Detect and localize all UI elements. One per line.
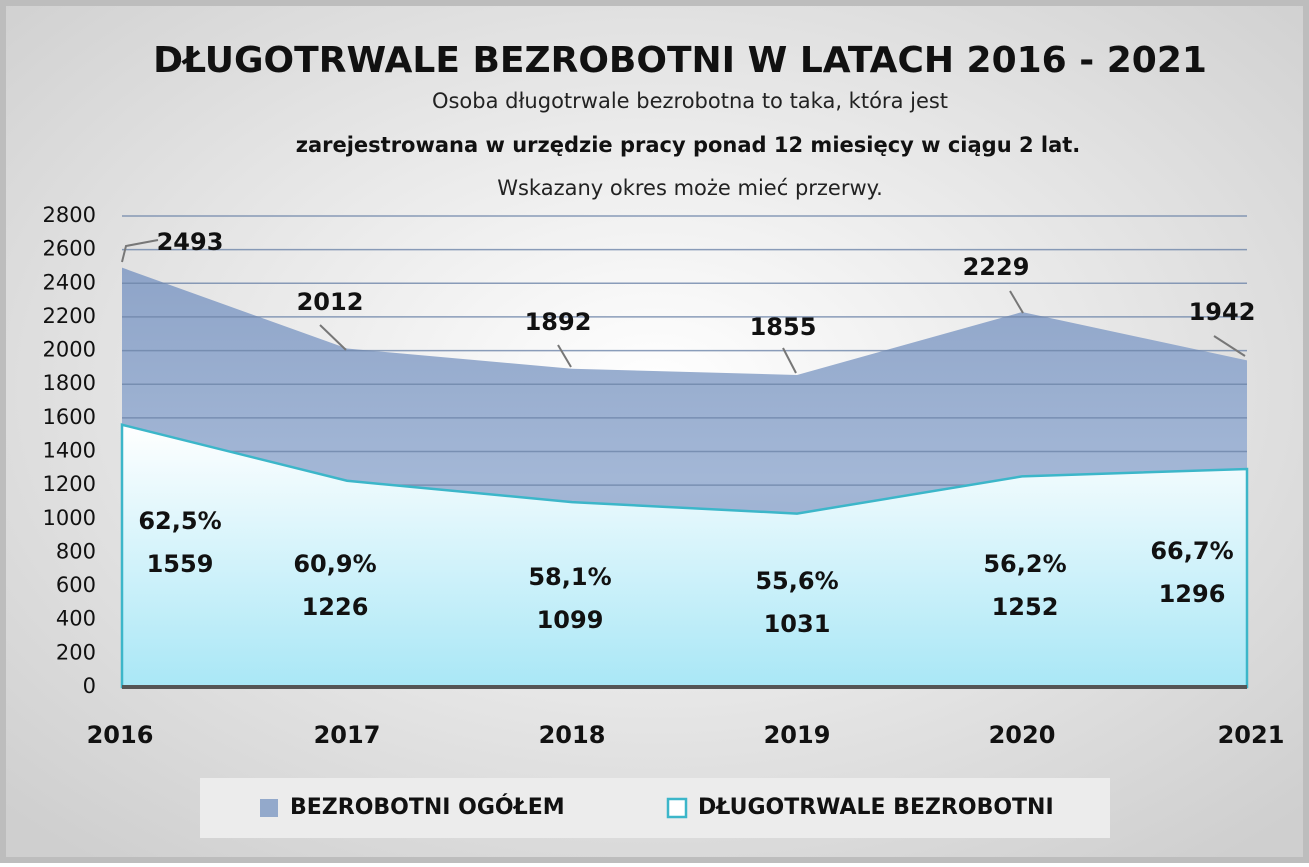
- subtitle: Wskazany okres może mieć przerwy.: [497, 176, 883, 200]
- share-label: 62,5%: [138, 507, 221, 535]
- data-label: 1252: [992, 593, 1059, 621]
- share-label: 60,9%: [293, 550, 376, 578]
- y-tick-label: 600: [56, 573, 96, 597]
- data-label: 2229: [963, 253, 1030, 281]
- data-label: 1855: [750, 313, 817, 341]
- x-tick-label: 2016: [87, 721, 154, 749]
- subtitle: Osoba długotrwale bezrobotna to taka, kt…: [432, 89, 948, 113]
- y-tick-label: 0: [83, 674, 96, 698]
- leader-line: [1009, 290, 1024, 314]
- y-tick-label: 200: [56, 640, 96, 664]
- leader-line: [319, 324, 347, 351]
- data-label: 2012: [297, 288, 364, 316]
- data-label: 1226: [302, 593, 369, 621]
- y-tick-label: 1400: [43, 439, 96, 463]
- leader-line: [121, 239, 159, 263]
- data-label: 1099: [537, 606, 604, 634]
- legend-box: [200, 778, 1110, 838]
- chart-title: DŁUGOTRWALE BEZROBOTNI W LATACH 2016 - 2…: [153, 40, 1207, 81]
- x-tick-label: 2021: [1218, 721, 1285, 749]
- share-label: 55,6%: [755, 567, 838, 595]
- subtitle: zarejestrowana w urzędzie pracy ponad 12…: [296, 133, 1081, 157]
- legend-swatch: [260, 799, 278, 817]
- share-label: 58,1%: [528, 563, 611, 591]
- y-tick-label: 2800: [43, 203, 96, 227]
- y-tick-label: 2400: [43, 270, 96, 294]
- legend-label: BEZROBOTNI OGÓŁEM: [290, 794, 565, 820]
- data-label: 2493: [157, 228, 224, 256]
- leader-line: [557, 344, 572, 368]
- data-label: 1031: [764, 610, 831, 638]
- x-tick-label: 2019: [764, 721, 831, 749]
- y-tick-label: 1200: [43, 472, 96, 496]
- x-tick-label: 2020: [989, 721, 1056, 749]
- y-tick-label: 1000: [43, 506, 96, 530]
- data-label: 1942: [1189, 298, 1256, 326]
- x-tick-label: 2017: [314, 721, 381, 749]
- share-label: 66,7%: [1150, 537, 1233, 565]
- legend-label: DŁUGOTRWALE BEZROBOTNI: [698, 795, 1054, 820]
- legend-swatch: [666, 797, 688, 819]
- data-label: 1892: [525, 308, 592, 336]
- x-tick-label: 2018: [539, 721, 606, 749]
- data-label: 1559: [147, 550, 214, 578]
- y-tick-label: 800: [56, 539, 96, 563]
- share-label: 56,2%: [983, 550, 1066, 578]
- data-label: 1296: [1159, 580, 1226, 608]
- y-tick-label: 1600: [43, 405, 96, 429]
- y-tick-label: 1800: [43, 371, 96, 395]
- y-tick-label: 400: [56, 607, 96, 631]
- y-tick-label: 2000: [43, 338, 96, 362]
- y-tick-label: 2200: [43, 304, 96, 328]
- leader-line: [1213, 335, 1246, 357]
- leader-line: [782, 347, 797, 374]
- y-tick-label: 2600: [43, 237, 96, 261]
- area: [120, 423, 1249, 689]
